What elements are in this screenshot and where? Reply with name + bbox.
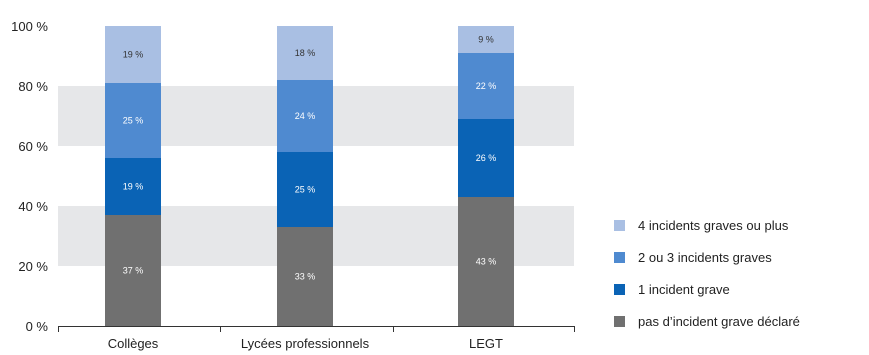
data-label: 25 % [295, 185, 316, 195]
data-label: 9 % [478, 35, 494, 45]
bar-segment [458, 119, 514, 197]
bar-segment [277, 227, 333, 326]
data-label: 19 % [123, 182, 144, 192]
data-label: 33 % [295, 272, 316, 282]
data-label: 22 % [476, 81, 497, 91]
bar-segment [277, 152, 333, 227]
bar-segment [105, 215, 161, 326]
data-label: 19 % [123, 50, 144, 60]
data-label: 18 % [295, 48, 316, 58]
legend-label: pas d’incident grave déclaré [638, 314, 800, 329]
data-label: 24 % [295, 111, 316, 121]
y-tick-label: 80 % [18, 79, 48, 94]
x-category-label: Collèges [108, 336, 159, 351]
legend-label: 1 incident grave [638, 282, 730, 297]
x-category-label: LEGT [469, 336, 503, 351]
legend: 4 incidents graves ou plus 2 ou 3 inciden… [614, 218, 800, 329]
y-axis: 0 % 20 % 40 % 60 % 80 % 100 % [11, 19, 48, 334]
legend-swatch [614, 252, 625, 263]
bar-segment [105, 26, 161, 83]
bar-segment [458, 53, 514, 119]
y-tick-label: 40 % [18, 199, 48, 214]
x-category-label: Lycées professionnels [241, 336, 370, 351]
y-tick-label: 0 % [26, 319, 49, 334]
x-axis: Collèges Lycées professionnels LEGT [58, 326, 575, 351]
bar-segment [277, 80, 333, 152]
bar-segment [458, 197, 514, 326]
bar-segment [458, 26, 514, 53]
legend-swatch [614, 316, 625, 327]
legend-swatch [614, 220, 625, 231]
data-label: 26 % [476, 153, 497, 163]
data-label: 37 % [123, 266, 144, 276]
data-label: 25 % [123, 116, 144, 126]
bar-segment [105, 158, 161, 215]
bar-segment [277, 26, 333, 80]
bars: 37 % 19 % 25 % 19 % 33 % 25 % 24 % 18 % 43 % 26 %… [105, 26, 514, 326]
y-tick-label: 20 % [18, 259, 48, 274]
data-label: 43 % [476, 257, 497, 267]
bar-segment [105, 83, 161, 158]
legend-label: 4 incidents graves ou plus [638, 218, 789, 233]
y-tick-label: 100 % [11, 19, 48, 34]
y-tick-label: 60 % [18, 139, 48, 154]
legend-swatch [614, 284, 625, 295]
legend-label: 2 ou 3 incidents graves [638, 250, 772, 265]
